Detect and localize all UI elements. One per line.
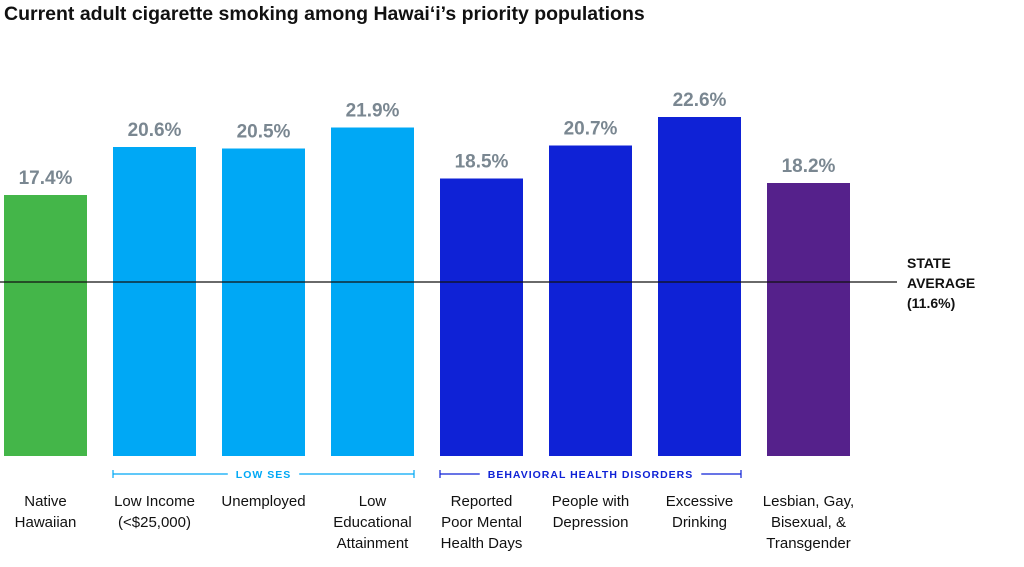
category-label-line: Depression [553,514,629,531]
category-label-line: Native [24,493,67,510]
bar-7 [658,117,741,456]
labels: 17.4% Native Hawaiian 20.6% Low Income (<$25,… [15,90,855,552]
bar-6 [549,145,632,456]
value-label: 20.5% [237,122,291,143]
category-label: People with Depression [552,493,630,531]
value-label: 20.7% [564,119,618,140]
group-label: LOW SES [236,469,291,481]
group-label: BEHAVIORAL HEALTH DISORDERS [488,469,694,481]
category-label-line: Attainment [337,535,410,552]
category-label: Excessive Drinking [666,493,734,531]
state-average-label-line: (11.6%) [907,295,955,311]
category-label-line: (<$25,000) [118,514,191,531]
bar-3 [222,148,305,456]
category-label-line: Health Days [441,535,523,552]
bar-1 [4,195,87,456]
category-label-line: Bisexual, & [771,514,846,531]
value-label: 21.9% [346,101,400,122]
category-label-line: Unemployed [221,493,305,510]
bar-4 [331,127,414,456]
bar-5 [440,178,523,456]
state-average-label: STATE AVERAGE (11.6%) [907,255,975,311]
category-label-line: Lesbian, Gay, [763,493,854,510]
group-brackets: LOW SES BEHAVIORAL HEALTH DISORDERS [112,469,742,481]
reference-line-group: STATE AVERAGE (11.6%) [0,255,975,311]
category-label-line: Excessive [666,493,734,510]
category-label-line: Transgender [766,535,851,552]
category-label: Low Educational Attainment [333,493,411,552]
category-label-line: Hawaiian [15,514,77,531]
value-label: 17.4% [19,168,73,189]
category-label: Lesbian, Gay, Bisexual, & Transgender [763,493,854,552]
category-label-line: People with [552,493,630,510]
bars [4,117,850,456]
bar-2 [113,147,196,456]
category-label: Unemployed [221,493,305,510]
category-label-line: Poor Mental [441,514,522,531]
value-label: 20.6% [128,120,182,141]
value-label: 22.6% [673,90,727,111]
chart-title: Current adult cigarette smoking among Ha… [4,3,645,25]
bar-8 [767,183,850,456]
state-average-label-line: STATE [907,255,951,271]
category-label: Low Income (<$25,000) [114,493,195,531]
category-label: Native Hawaiian [15,493,77,531]
category-label: Reported Poor Mental Health Days [441,493,523,552]
value-label: 18.5% [455,152,509,173]
state-average-label-line: AVERAGE [907,275,975,291]
category-label-line: Reported [451,493,513,510]
category-label-line: Low Income [114,493,195,510]
category-label-line: Drinking [672,514,727,531]
category-label-line: Low [359,493,387,510]
category-label-line: Educational [333,514,411,531]
value-label: 18.2% [782,156,836,177]
